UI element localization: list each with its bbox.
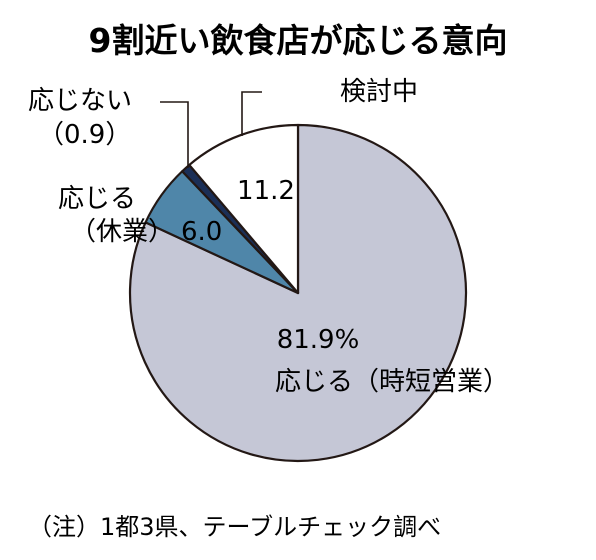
label-reduced-hours: 応じる（時短営業） [275, 367, 509, 397]
label-closure-line1: 応じる [58, 184, 136, 214]
value-considering: 11.2 [237, 176, 295, 206]
label-closure-line2: （休業） [70, 217, 174, 247]
leader-line-considering [241, 91, 262, 136]
value-closure: 6.0 [181, 217, 222, 247]
value-reduced-hours: 81.9% [277, 325, 360, 355]
label-decline-line2: （0.9） [38, 120, 131, 150]
label-decline-line1: 応じない [28, 86, 132, 116]
slice-reduced-hours [128, 123, 468, 463]
leader-line-decline [160, 101, 189, 168]
label-considering: 検討中 [340, 77, 418, 107]
slice-considering [188, 123, 300, 295]
chart-note: （注）1都3県、テーブルチェック調べ [28, 513, 441, 541]
pie-slices [128, 123, 468, 463]
chart-title: 9割近い飲食店が応じる意向 [89, 21, 508, 60]
